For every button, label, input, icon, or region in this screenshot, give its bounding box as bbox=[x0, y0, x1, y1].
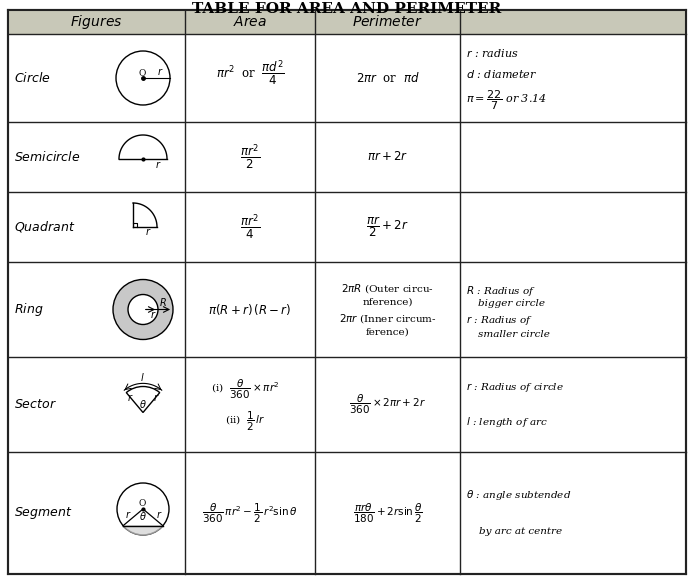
Text: $r$: $r$ bbox=[158, 66, 164, 77]
Text: $r$ : Radius of circle: $r$ : Radius of circle bbox=[466, 381, 564, 394]
Text: O: O bbox=[139, 499, 146, 508]
Text: $\dfrac{\pi r^2}{2}$: $\dfrac{\pi r^2}{2}$ bbox=[240, 143, 260, 172]
Text: $\dfrac{\pi r^2}{4}$: $\dfrac{\pi r^2}{4}$ bbox=[240, 212, 260, 242]
Text: $R$: $R$ bbox=[160, 296, 167, 307]
Text: $\theta$: $\theta$ bbox=[139, 510, 147, 521]
Text: $r$: $r$ bbox=[127, 392, 133, 403]
Text: $\dfrac{\theta}{360} \times 2\pi r + 2r$: $\dfrac{\theta}{360} \times 2\pi r + 2r$ bbox=[349, 393, 426, 416]
Text: $\dfrac{\pi r}{2} + 2r$: $\dfrac{\pi r}{2} + 2r$ bbox=[366, 215, 409, 239]
Text: $r$: $r$ bbox=[150, 310, 156, 321]
Text: $l$: $l$ bbox=[140, 371, 144, 384]
Text: bigger circle: bigger circle bbox=[478, 299, 545, 308]
Text: $\it{Segment}$: $\it{Segment}$ bbox=[14, 505, 73, 521]
Text: $\bf{\it{Perimeter}}$: $\bf{\it{Perimeter}}$ bbox=[352, 15, 423, 30]
Text: nference): nference) bbox=[362, 297, 413, 306]
Text: $\bf{\it{Area}}$: $\bf{\it{Area}}$ bbox=[233, 15, 267, 29]
Wedge shape bbox=[126, 386, 160, 413]
Text: $r$ : radius: $r$ : radius bbox=[466, 47, 518, 59]
Text: $\pi r + 2r$: $\pi r + 2r$ bbox=[367, 151, 408, 164]
Circle shape bbox=[113, 279, 173, 339]
Text: $2\pi r$  or  $\pi d$: $2\pi r$ or $\pi d$ bbox=[356, 71, 419, 85]
Text: $\pi = \dfrac{22}{7}$ or 3.14: $\pi = \dfrac{22}{7}$ or 3.14 bbox=[466, 88, 547, 112]
Text: $R$ : Radius of: $R$ : Radius of bbox=[466, 283, 536, 297]
Text: $\it{Ring}$: $\it{Ring}$ bbox=[14, 301, 44, 318]
Text: $r$: $r$ bbox=[153, 392, 160, 403]
Text: $r$: $r$ bbox=[145, 226, 151, 237]
Polygon shape bbox=[123, 526, 163, 535]
Text: $\pi r^2$  or  $\dfrac{\pi d^2}{4}$: $\pi r^2$ or $\dfrac{\pi d^2}{4}$ bbox=[216, 58, 285, 88]
Text: $2\pi R$ (Outer circu-: $2\pi R$ (Outer circu- bbox=[341, 282, 434, 295]
Text: $d$ : diameter: $d$ : diameter bbox=[466, 69, 537, 80]
Text: $\theta$ : angle subtended: $\theta$ : angle subtended bbox=[466, 488, 571, 502]
Text: $r$: $r$ bbox=[155, 159, 162, 170]
Text: $\theta$: $\theta$ bbox=[139, 398, 147, 410]
Text: $r$ : Radius of: $r$ : Radius of bbox=[466, 314, 533, 328]
Text: $2\pi r$ (Inner circum-: $2\pi r$ (Inner circum- bbox=[339, 313, 437, 325]
Text: ference): ference) bbox=[366, 328, 409, 337]
Text: smaller circle: smaller circle bbox=[478, 329, 550, 339]
Text: by arc at centre: by arc at centre bbox=[466, 527, 562, 536]
Text: O: O bbox=[139, 69, 146, 78]
Text: TABLE FOR AREA AND PERIMETER: TABLE FOR AREA AND PERIMETER bbox=[192, 2, 502, 16]
Text: $\it{Semicircle}$: $\it{Semicircle}$ bbox=[14, 150, 81, 164]
Text: $\dfrac{\pi r\theta}{180} + 2r\sin\dfrac{\theta}{2}$: $\dfrac{\pi r\theta}{180} + 2r\sin\dfrac… bbox=[353, 501, 423, 524]
Text: $r$: $r$ bbox=[156, 509, 162, 520]
Bar bbox=[8, 10, 686, 34]
Text: $\it{Sector}$: $\it{Sector}$ bbox=[14, 398, 57, 411]
Text: $\it{Circle}$: $\it{Circle}$ bbox=[14, 71, 51, 85]
Text: (ii)  $\dfrac{1}{2}\,lr$: (ii) $\dfrac{1}{2}\,lr$ bbox=[225, 410, 265, 433]
Text: $\it{Quadrant}$: $\it{Quadrant}$ bbox=[14, 219, 76, 235]
Text: $l$ : length of arc: $l$ : length of arc bbox=[466, 414, 548, 428]
Text: $\dfrac{\theta}{360}\,\pi r^2 - \dfrac{1}{2}\,r^2\sin\theta$: $\dfrac{\theta}{360}\,\pi r^2 - \dfrac{1… bbox=[202, 501, 298, 524]
Text: (i)  $\dfrac{\theta}{360} \times \pi r^2$: (i) $\dfrac{\theta}{360} \times \pi r^2$ bbox=[210, 378, 280, 401]
Text: $\pi(R + r)\,(R - r)$: $\pi(R + r)\,(R - r)$ bbox=[208, 302, 291, 317]
Text: $r$: $r$ bbox=[125, 509, 132, 520]
Text: $\bf{\it{Figures}}$: $\bf{\it{Figures}}$ bbox=[70, 13, 123, 31]
Circle shape bbox=[128, 294, 158, 325]
